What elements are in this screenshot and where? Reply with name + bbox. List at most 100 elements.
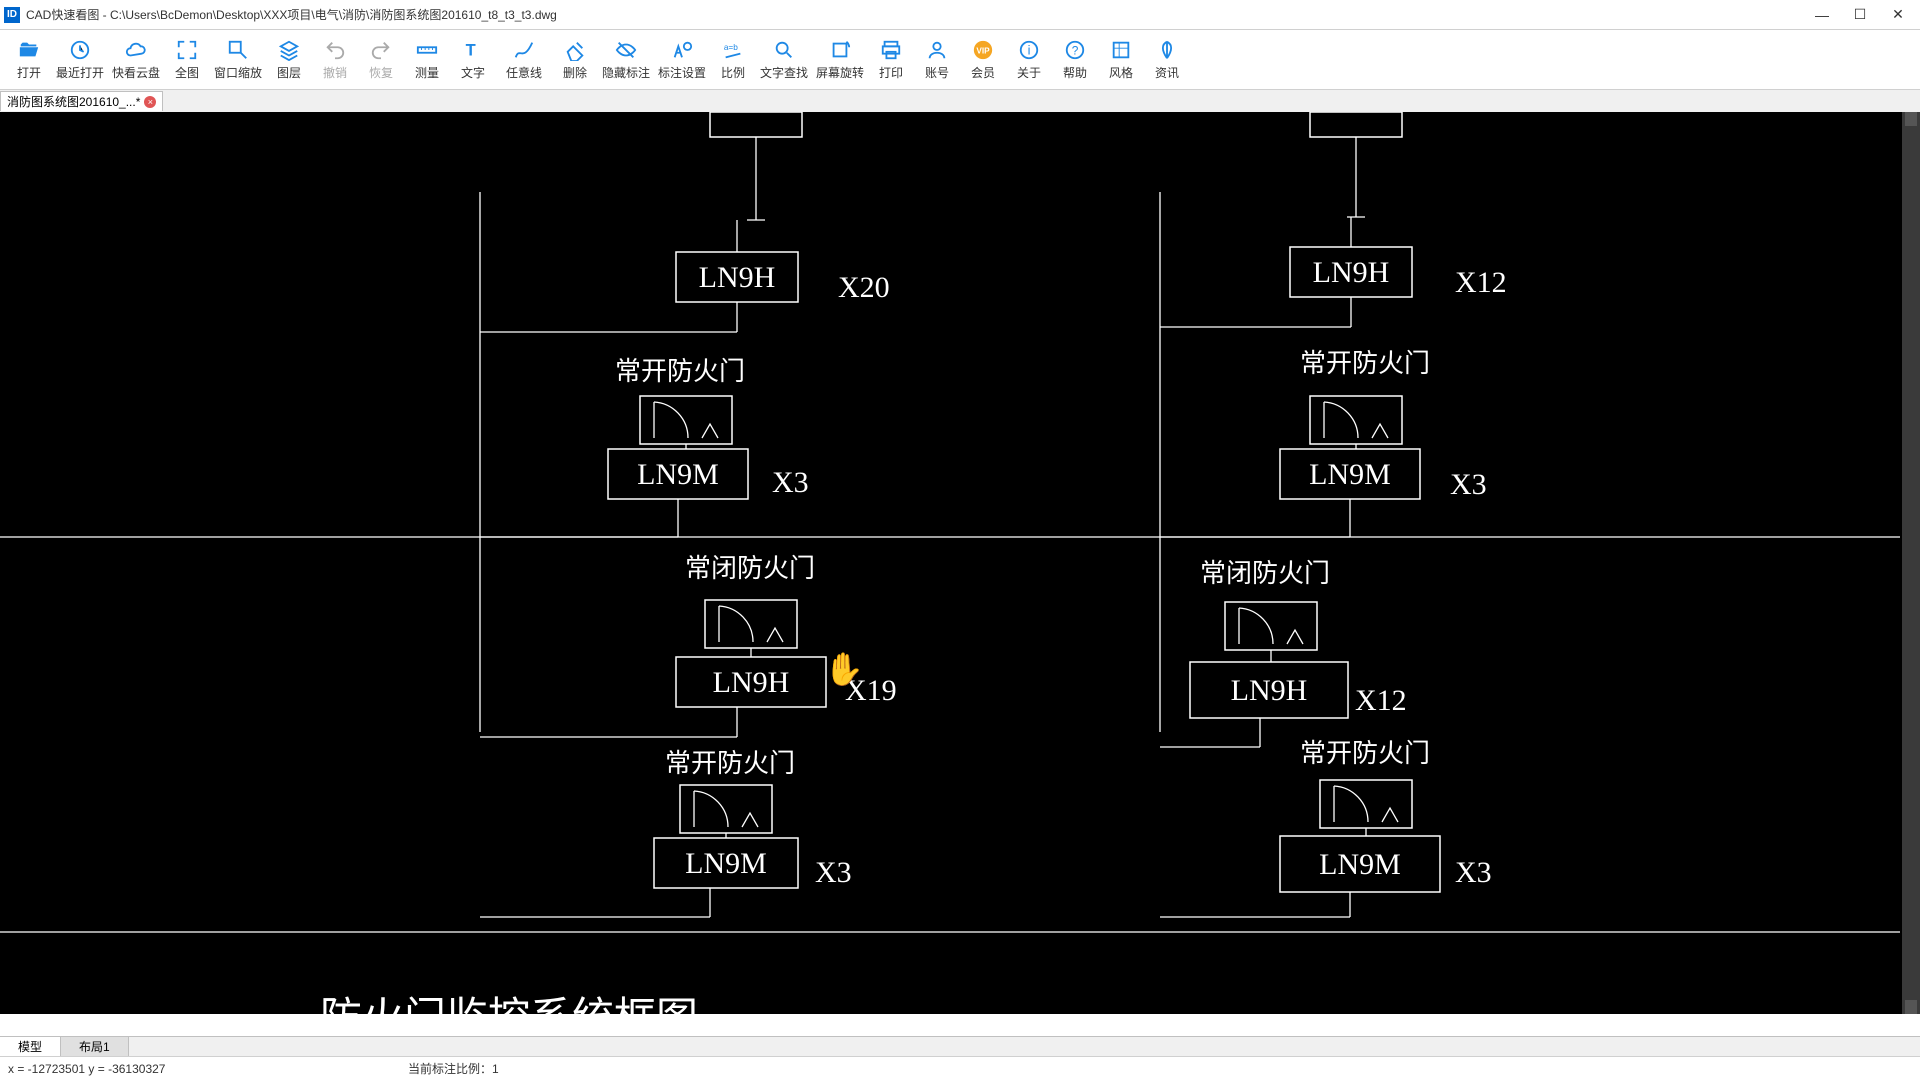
toolbar-label: 打开 (17, 64, 41, 81)
vertical-scrollbar[interactable] (1902, 112, 1920, 1014)
app-icon: ID (4, 7, 20, 23)
svg-text:防火门监控系统框图: 防火门监控系统框图 (320, 996, 698, 1014)
toolbar-open[interactable]: 打开 (6, 33, 52, 87)
rotate-icon (828, 38, 852, 62)
toolbar-label: 全图 (175, 64, 199, 81)
close-button[interactable]: ✕ (1888, 5, 1908, 25)
svg-text:X3: X3 (815, 856, 852, 889)
toolbar-label: 任意线 (506, 64, 542, 81)
undo-icon (323, 38, 347, 62)
toolbar-about[interactable]: i关于 (1006, 33, 1052, 87)
toolbar-rotate[interactable]: 屏幕旋转 (812, 33, 868, 87)
toolbar-measure[interactable]: 测量 (404, 33, 450, 87)
toolbar-label: 资讯 (1155, 64, 1179, 81)
status-scale: 当前标注比例：1 (408, 1060, 499, 1077)
print-icon (879, 38, 903, 62)
svg-text:X3: X3 (1455, 856, 1492, 889)
toolbar-label: 测量 (415, 64, 439, 81)
toolbar-account[interactable]: 账号 (914, 33, 960, 87)
statusbar: x = -12723501 y = -36130327 当前标注比例：1 (0, 1056, 1920, 1080)
toolbar-delete[interactable]: 删除 (552, 33, 598, 87)
toolbar-label: 图层 (277, 64, 301, 81)
svg-text:LN9H: LN9H (713, 666, 790, 699)
svg-text:LN9M: LN9M (637, 458, 719, 491)
toolbar-hide[interactable]: 隐藏标注 (598, 33, 654, 87)
toolbar-label: 快看云盘 (112, 64, 160, 81)
measure-icon (415, 38, 439, 62)
toolbar-info[interactable]: 资讯 (1144, 33, 1190, 87)
svg-text:X12: X12 (1355, 684, 1407, 717)
toolbar-label: 会员 (971, 64, 995, 81)
toolbar-label: 屏幕旋转 (816, 64, 864, 81)
hide-icon (614, 38, 638, 62)
svg-text:LN9M: LN9M (1319, 848, 1401, 881)
maximize-button[interactable]: ☐ (1850, 5, 1870, 25)
account-icon (925, 38, 949, 62)
document-tab[interactable]: 消防图系统图201610_...* × (0, 91, 163, 111)
svg-text:常开防火门: 常开防火门 (1300, 739, 1430, 768)
toolbar-undo[interactable]: 撤销 (312, 33, 358, 87)
redo-icon (369, 38, 393, 62)
toolbar-label: 风格 (1109, 64, 1133, 81)
svg-text:T: T (466, 42, 476, 60)
toolbar-redo[interactable]: 恢复 (358, 33, 404, 87)
svg-text:LN9H: LN9H (1313, 256, 1390, 289)
minimize-button[interactable]: — (1812, 5, 1832, 25)
svg-text:VIP: VIP (976, 47, 990, 56)
toolbar-recent[interactable]: 最近打开 (52, 33, 108, 87)
text-icon: T (461, 38, 485, 62)
style-icon (1109, 38, 1133, 62)
toolbar-label: 文字 (461, 64, 485, 81)
toolbar-label: 最近打开 (56, 64, 104, 81)
toolbar-vip[interactable]: VIP 会员 (960, 33, 1006, 87)
toolbar-cloud[interactable]: 快看云盘 (108, 33, 164, 87)
toolbar-findtext[interactable]: 文字查找 (756, 33, 812, 87)
svg-text:常闭防火门: 常闭防火门 (1200, 559, 1330, 588)
window-title: CAD快速看图 - C:\Users\BcDemon\Desktop\XXX项目… (26, 6, 1812, 23)
toolbar-label: 帮助 (1063, 64, 1087, 81)
toolbar-scale[interactable]: a=b比例 (710, 33, 756, 87)
toolbar-annoset[interactable]: 标注设置 (654, 33, 710, 87)
recent-icon (68, 38, 92, 62)
toolbar-label: 隐藏标注 (602, 64, 650, 81)
toolbar-text[interactable]: T 文字 (450, 33, 496, 87)
layer-icon (277, 38, 301, 62)
tab-model[interactable]: 模型 (0, 1037, 61, 1056)
toolbar-label: 恢复 (369, 64, 393, 81)
info-icon (1155, 38, 1179, 62)
window-controls: — ☐ ✕ (1812, 5, 1908, 25)
toolbar-line[interactable]: 任意线 (496, 33, 552, 87)
toolbar-zoom[interactable]: 窗口缩放 (210, 33, 266, 87)
svg-text:X3: X3 (772, 466, 809, 499)
toolbar-label: 标注设置 (658, 64, 706, 81)
full-icon (175, 38, 199, 62)
open-icon (17, 38, 41, 62)
svg-text:常开防火门: 常开防火门 (665, 749, 795, 778)
status-coords: x = -12723501 y = -36130327 (8, 1062, 368, 1076)
zoom-icon (226, 38, 250, 62)
annoset-icon (670, 38, 694, 62)
toolbar-style[interactable]: 风格 (1098, 33, 1144, 87)
svg-text:LN9M: LN9M (1309, 458, 1391, 491)
toolbar-full[interactable]: 全图 (164, 33, 210, 87)
drawing-canvas[interactable]: LN9H X20 常开防火门 LN9M X3 LN9H X12 常开防火门 LN9M X3 常闭防火… (0, 112, 1920, 1014)
tab-layout1[interactable]: 布局1 (61, 1037, 129, 1056)
svg-text:LN9H: LN9H (1231, 674, 1308, 707)
toolbar-print[interactable]: 打印 (868, 33, 914, 87)
close-tab-icon[interactable]: × (144, 96, 156, 108)
svg-text:X20: X20 (838, 271, 890, 304)
toolbar-label: 删除 (563, 64, 587, 81)
document-tab-label: 消防图系统图201610_...* (7, 93, 140, 110)
svg-text:a=b: a=b (724, 43, 738, 52)
svg-text:i: i (1028, 43, 1031, 58)
scale-icon: a=b (721, 38, 745, 62)
titlebar: ID CAD快速看图 - C:\Users\BcDemon\Desktop\XX… (0, 0, 1920, 30)
help-icon: ? (1063, 38, 1087, 62)
toolbar-label: 打印 (879, 64, 903, 81)
toolbar-layer[interactable]: 图层 (266, 33, 312, 87)
layout-tab-bar: 模型 布局1 (0, 1036, 1920, 1056)
svg-text:常闭防火门: 常闭防火门 (685, 554, 815, 583)
delete-icon (563, 38, 587, 62)
toolbar-label: 撤销 (323, 64, 347, 81)
toolbar-help[interactable]: ? 帮助 (1052, 33, 1098, 87)
